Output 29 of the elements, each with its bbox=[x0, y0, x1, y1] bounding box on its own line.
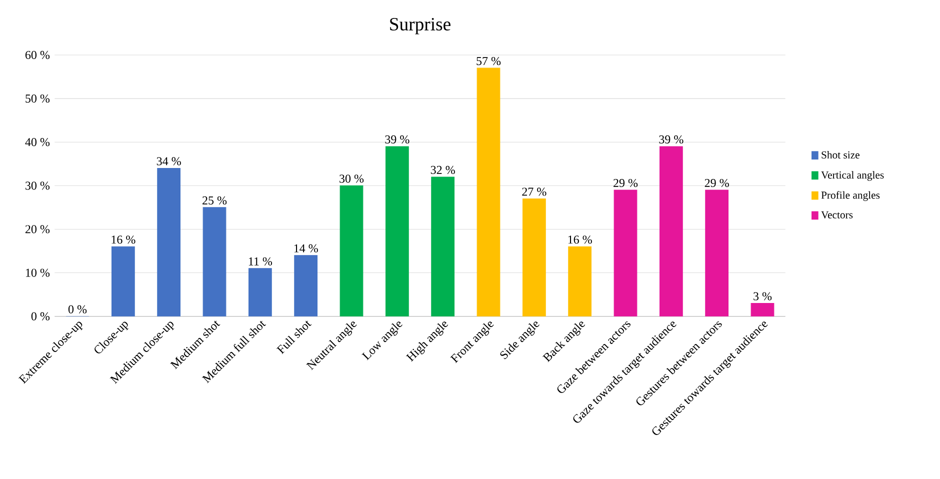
data-label: 16 % bbox=[568, 236, 592, 244]
data-label: 57 % bbox=[476, 56, 501, 66]
data-label: 0 % bbox=[68, 305, 87, 314]
data-label: 14 % bbox=[294, 244, 318, 252]
data-label: 39 % bbox=[385, 135, 410, 144]
data-label: 34 % bbox=[156, 157, 181, 166]
y-tick-label: 40 % bbox=[25, 138, 50, 146]
y-tick-label: 60 % bbox=[25, 50, 50, 60]
legend-label: Vectors bbox=[821, 211, 853, 218]
data-label: 30 % bbox=[340, 174, 364, 183]
legend-label: Shot size bbox=[822, 151, 860, 159]
chart-title: Surprise bbox=[390, 18, 450, 34]
y-tick-label: 50 % bbox=[26, 94, 50, 103]
y-tick-label: 20 % bbox=[25, 225, 50, 234]
data-label: 11 % bbox=[248, 257, 272, 266]
x-tick-label: Full shot bbox=[276, 320, 312, 354]
data-label: 16 % bbox=[112, 236, 136, 244]
legend-label: Profile angles bbox=[821, 191, 880, 201]
data-label: 32 % bbox=[430, 166, 455, 174]
legend-label: Vertical angles bbox=[821, 171, 884, 181]
data-label: 29 % bbox=[704, 178, 729, 188]
data-label: 3 % bbox=[754, 292, 772, 300]
data-label: 25 % bbox=[202, 196, 227, 205]
y-tick-label: 30 % bbox=[26, 182, 50, 190]
data-label: 39 % bbox=[659, 135, 684, 144]
y-tick-label: 10 % bbox=[26, 268, 50, 277]
data-label: 27 % bbox=[522, 188, 546, 196]
data-label: 29 % bbox=[614, 178, 638, 188]
y-tick-label: 0 % bbox=[31, 312, 50, 320]
